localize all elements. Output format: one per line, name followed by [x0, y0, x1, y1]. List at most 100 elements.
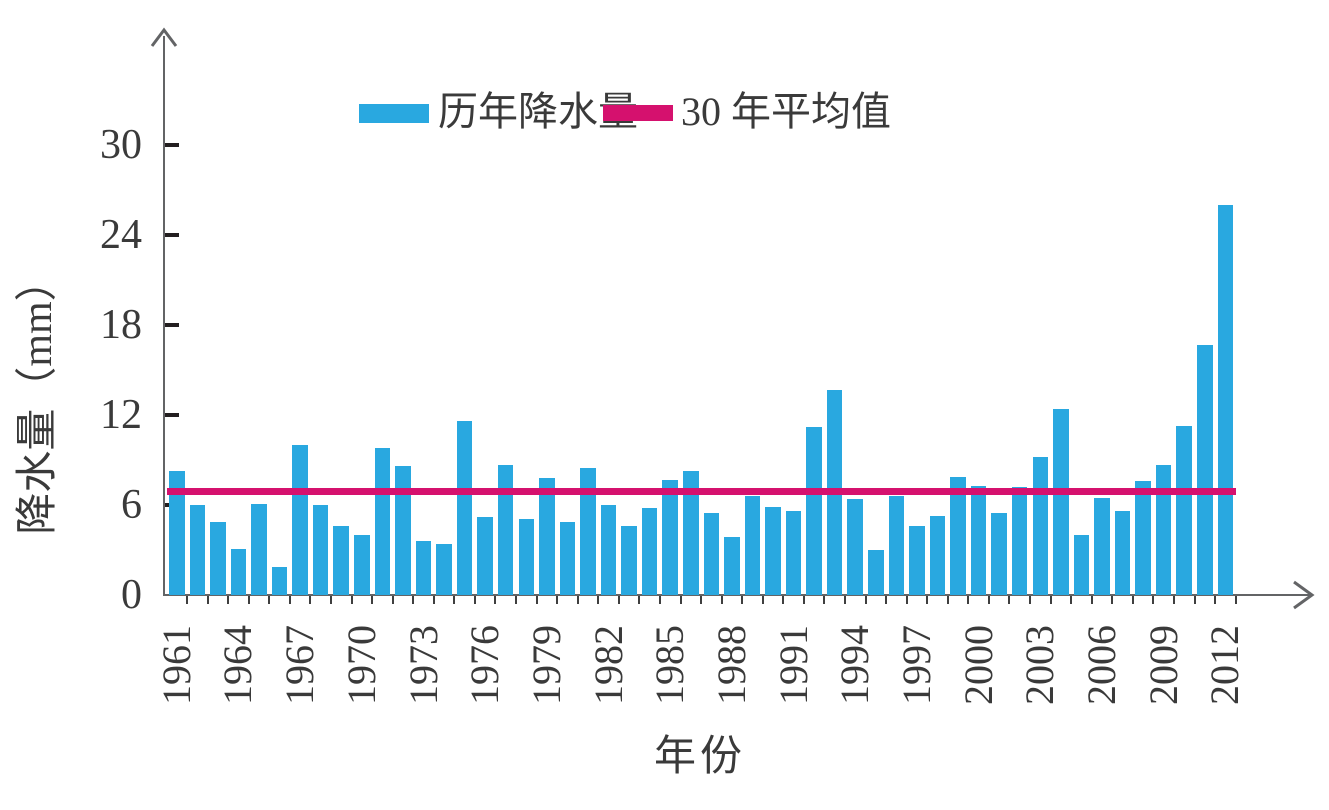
bar-1990: [765, 506, 781, 595]
x-axis-tick: [1131, 596, 1134, 604]
bar-1972: [395, 466, 411, 595]
bar-1971: [374, 448, 391, 595]
bar-1961: [169, 470, 185, 595]
x-axis-tick: [1090, 596, 1093, 604]
x-axis-tick: [905, 596, 908, 604]
x-axis-tick: [946, 596, 949, 604]
x-axis-tick: [350, 596, 353, 604]
bar-1979: [539, 478, 555, 595]
mean-line: [166, 488, 1236, 495]
y-axis-title: 降水量（mm）: [15, 259, 61, 535]
bar-1964: [230, 548, 247, 595]
x-axis-tick: [679, 596, 682, 604]
bar-2002: [1011, 487, 1028, 595]
bar-1980: [559, 521, 576, 595]
x-axis-tick: [1049, 596, 1052, 604]
bar-1962: [189, 505, 206, 595]
bar-1970: [354, 535, 370, 595]
x-axis-tick: [329, 596, 332, 604]
x-axis-tick: [617, 596, 620, 604]
x-axis-tick: [926, 596, 929, 604]
bar-1967: [292, 445, 308, 595]
x-axis-tick: [412, 596, 415, 604]
legend-bar-swatch: [359, 104, 429, 123]
bar-1969: [333, 526, 349, 595]
x-axis-tick: [247, 596, 250, 604]
y-tick-label-0: 0: [121, 572, 142, 618]
x-axis-tick: [1193, 596, 1196, 604]
bar-1968: [312, 505, 329, 595]
x-axis-tick: [288, 596, 291, 604]
x-axis-tick: [658, 596, 661, 604]
y-tick-18: [165, 323, 179, 327]
x-axis-tick: [741, 596, 744, 604]
y-tick-label-24: 24: [100, 212, 142, 258]
x-axis-tick: [206, 596, 209, 604]
bar-2008: [1135, 481, 1151, 595]
x-axis-tick: [494, 596, 497, 604]
x-axis-tick: [473, 596, 476, 604]
bar-1977: [497, 464, 514, 595]
bar-1987: [703, 512, 720, 595]
x-axis-tick: [268, 596, 271, 604]
y-tick-label-6: 6: [121, 482, 142, 528]
x-axis-tick: [638, 596, 641, 604]
bar-1981: [580, 467, 596, 595]
bar-2003: [1032, 457, 1049, 595]
bar-1992: [806, 427, 822, 595]
bar-1965: [251, 503, 267, 595]
y-tick-label-12: 12: [100, 392, 142, 438]
y-tick-24: [165, 233, 179, 237]
legend-line-label: 30 年平均值: [681, 89, 891, 134]
x-axis-tick: [823, 596, 826, 604]
bar-1973: [415, 541, 432, 595]
x-axis-tick: [885, 596, 888, 604]
y-tick-30: [165, 143, 179, 147]
x-axis-tick: [515, 596, 518, 604]
x-axis-tick: [782, 596, 785, 604]
y-axis-line: [163, 36, 165, 596]
bar-1974: [436, 544, 452, 595]
x-axis-arrow-icon: [1293, 580, 1315, 610]
x-axis-title: 年份: [653, 734, 746, 780]
x-axis-tick: [597, 596, 600, 604]
x-axis-tick: [432, 596, 435, 604]
x-axis-tick: [1029, 596, 1032, 604]
bar-1982: [600, 505, 617, 595]
x-axis-tick: [987, 596, 990, 604]
bar-1999: [950, 476, 966, 595]
bar-1963: [210, 521, 226, 595]
x-axis-tick: [864, 596, 867, 604]
x-axis-tick: [186, 596, 189, 604]
bar-1986: [683, 470, 699, 595]
x-axis-tick: [1234, 596, 1237, 604]
bar-2005: [1073, 535, 1090, 595]
x-axis-tick: [556, 596, 559, 604]
y-tick-label-18: 18: [100, 302, 142, 348]
bar-1976: [477, 517, 493, 595]
x-axis-tick: [391, 596, 394, 604]
x-axis-tick: [1008, 596, 1011, 604]
bar-2006: [1094, 497, 1110, 595]
x-axis-tick: [309, 596, 312, 604]
x-axis-tick: [1070, 596, 1073, 604]
bar-1978: [518, 518, 535, 595]
bar-2000: [970, 485, 987, 595]
x-axis-tick: [1152, 596, 1155, 604]
x-axis-tick: [371, 596, 374, 604]
x-axis-tick: [720, 596, 723, 604]
x-axis-line: [163, 594, 1313, 596]
x-axis-tick: [576, 596, 579, 604]
bar-2009: [1155, 464, 1172, 595]
y-tick-12: [165, 413, 179, 417]
bar-1989: [744, 496, 761, 595]
x-axis-tick: [535, 596, 538, 604]
bar-1984: [641, 508, 658, 595]
legend-line-swatch: [603, 105, 673, 121]
bar-1966: [271, 566, 288, 595]
bar-1985: [662, 479, 678, 595]
x-axis-tick: [967, 596, 970, 604]
bar-2010: [1176, 425, 1192, 595]
bar-1988: [724, 536, 740, 595]
bar-2011: [1197, 344, 1213, 595]
